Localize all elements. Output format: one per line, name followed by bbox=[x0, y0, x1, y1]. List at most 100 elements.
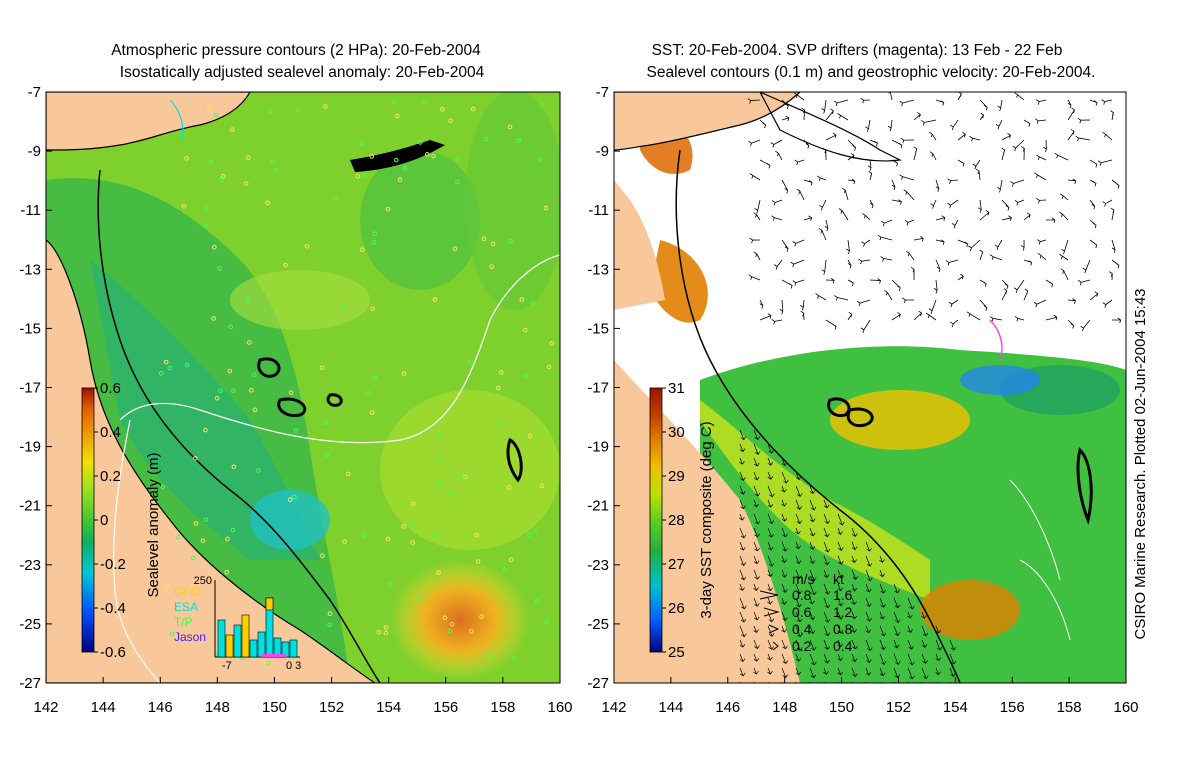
velocity-arrow bbox=[1101, 99, 1113, 105]
lat-tick-label: -15 bbox=[19, 320, 41, 337]
velocity-arrow bbox=[837, 625, 844, 634]
lat-tick-label: -9 bbox=[28, 143, 41, 160]
velocity-arrow bbox=[803, 139, 810, 149]
velocity-arrow bbox=[851, 653, 858, 663]
velocity-arrow bbox=[809, 667, 817, 679]
altimeter-point bbox=[383, 625, 389, 630]
inset-legend-item: T/P bbox=[174, 615, 193, 629]
velocity-arrow bbox=[1045, 217, 1056, 224]
velocity-arrow bbox=[921, 625, 929, 637]
velocity-arrow bbox=[1037, 253, 1047, 261]
velocity-arrow bbox=[823, 569, 830, 578]
velocity-arrow bbox=[861, 239, 871, 247]
velocity-arrow bbox=[1001, 288, 1008, 301]
altimeter-point bbox=[224, 569, 230, 575]
altimeter-point bbox=[319, 365, 325, 371]
velocity-arrow bbox=[825, 132, 837, 141]
altimeter-point bbox=[496, 385, 501, 391]
velocity-arrow bbox=[823, 611, 831, 623]
velocity-arrow bbox=[795, 499, 803, 510]
velocity-arrow bbox=[753, 471, 760, 481]
velocity-arrow bbox=[856, 299, 871, 307]
velocity-arrow bbox=[893, 583, 900, 594]
velocity-arrow bbox=[879, 583, 886, 594]
velocity-arrow bbox=[795, 653, 802, 662]
velocity-legend-arrow bbox=[759, 590, 779, 600]
velocity-arrow bbox=[1067, 298, 1076, 304]
velocity-arrow bbox=[767, 667, 773, 675]
velocity-arrow bbox=[907, 639, 914, 650]
velocity-arrow bbox=[753, 639, 760, 650]
velocity-arrow bbox=[930, 199, 937, 209]
velocity-legend-ms: 0.8 bbox=[792, 587, 812, 603]
velocity-arrow bbox=[1059, 211, 1069, 221]
lon-tick-label: 154 bbox=[943, 699, 968, 716]
altimeter-point bbox=[267, 108, 273, 114]
velocity-arrow bbox=[847, 279, 854, 287]
velocity-arrow bbox=[753, 541, 760, 552]
altimeter-point bbox=[431, 153, 436, 159]
velocity-arrow bbox=[739, 681, 741, 683]
velocity-arrow bbox=[1010, 179, 1025, 187]
altimeter-point bbox=[184, 156, 189, 161]
velocity-arrow bbox=[767, 513, 775, 525]
altimeter-point bbox=[245, 297, 251, 302]
velocity-arrow bbox=[781, 179, 789, 194]
altimeter-point bbox=[158, 371, 164, 376]
velocity-arrow bbox=[767, 555, 775, 567]
velocity-arrow bbox=[739, 569, 747, 581]
velocity-arrow bbox=[767, 457, 774, 466]
velocity-arrow bbox=[767, 653, 773, 661]
velocity-arrow bbox=[891, 179, 896, 191]
velocity-arrow bbox=[753, 212, 761, 221]
velocity-arrow bbox=[767, 485, 775, 498]
lat-tick-label: -21 bbox=[587, 498, 609, 515]
velocity-arrow bbox=[1014, 316, 1025, 322]
colorbar-tick-label: 25 bbox=[668, 644, 685, 661]
velocity-arrow bbox=[823, 541, 831, 553]
sst-colorbar-label: 3-day SST composite (deg C) bbox=[698, 421, 715, 618]
velocity-arrow bbox=[795, 555, 802, 565]
altimeter-point bbox=[333, 195, 339, 201]
velocity-arrow bbox=[837, 639, 844, 648]
velocity-arrow bbox=[1043, 139, 1047, 153]
altimeter-point bbox=[214, 395, 220, 401]
velocity-arrow bbox=[921, 667, 929, 680]
velocity-arrow bbox=[803, 215, 813, 221]
velocity-arrow bbox=[869, 278, 881, 284]
velocity-arrow bbox=[1001, 147, 1006, 161]
sealevel-contours-right bbox=[1009, 479, 1071, 641]
lon-tick-label: 156 bbox=[433, 699, 458, 716]
velocity-arrow bbox=[891, 159, 899, 167]
velocity-arrow bbox=[858, 258, 871, 265]
velocity-arrow bbox=[1014, 92, 1025, 101]
altimeter-point bbox=[507, 124, 513, 130]
altimeter-point bbox=[361, 532, 366, 538]
velocity-arrow bbox=[957, 159, 965, 167]
altimeter-point bbox=[511, 656, 516, 662]
velocity-arrow bbox=[1021, 146, 1025, 161]
positive-anomaly-patch bbox=[230, 270, 370, 330]
altimeter-point bbox=[539, 483, 545, 489]
velocity-arrow bbox=[935, 239, 945, 245]
velocity-arrow bbox=[809, 639, 817, 651]
velocity-arrow bbox=[925, 312, 937, 321]
velocity-arrow bbox=[739, 611, 747, 623]
altimeter-point bbox=[411, 501, 416, 507]
sealevel-colorbar-ticks: 0.6 0.4 0.2 0 -0.2 -0.4 -0.6 bbox=[94, 380, 126, 661]
velocity-arrow bbox=[1110, 110, 1114, 121]
png-coastline-right bbox=[759, 92, 903, 162]
velocity-arrow bbox=[739, 583, 745, 591]
velocity-arrow bbox=[809, 583, 817, 596]
velocity-arrow bbox=[979, 299, 988, 311]
lat-tick-label: -27 bbox=[587, 675, 609, 692]
altimeter-point bbox=[203, 427, 208, 433]
altimeter-point bbox=[320, 553, 325, 559]
lon-tick-label: 158 bbox=[1057, 699, 1082, 716]
velocity-arrow bbox=[767, 541, 774, 551]
altimeter-point bbox=[229, 127, 235, 132]
velocity-arrow bbox=[851, 583, 858, 592]
altimeter-point bbox=[387, 582, 392, 587]
velocity-arrow bbox=[879, 555, 885, 563]
altimeter-point bbox=[449, 621, 455, 627]
